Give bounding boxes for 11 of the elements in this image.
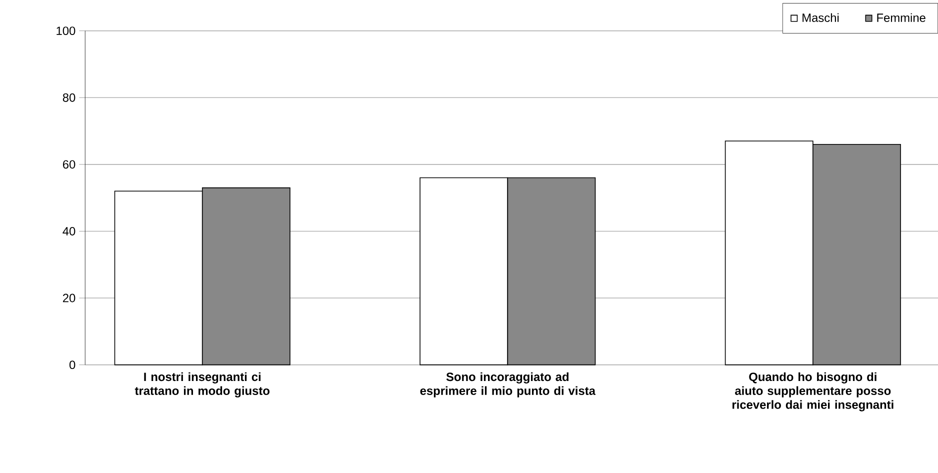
x-tick-label: Sono incoraggiato ad esprimere il mio punto di vista [420,372,596,398]
y-tick-label: 20 [62,294,76,302]
x-tick-label: Quando ho bisogno di aiuto supplementare posso riceverlo dai miei insegnanti [732,372,894,412]
y-tick-label: 80 [62,93,76,102]
legend-label: Femmine [877,13,926,22]
y-tick-label: 40 [62,226,76,236]
x-tick-label: I nostri insegnanti ci trattano in modo giusto [134,372,270,398]
y-tick-label: 60 [63,160,76,169]
legend-label: Maschi [802,13,839,22]
y-tick-label: 0 [69,360,76,369]
y-tick-label: 100 [56,26,76,35]
